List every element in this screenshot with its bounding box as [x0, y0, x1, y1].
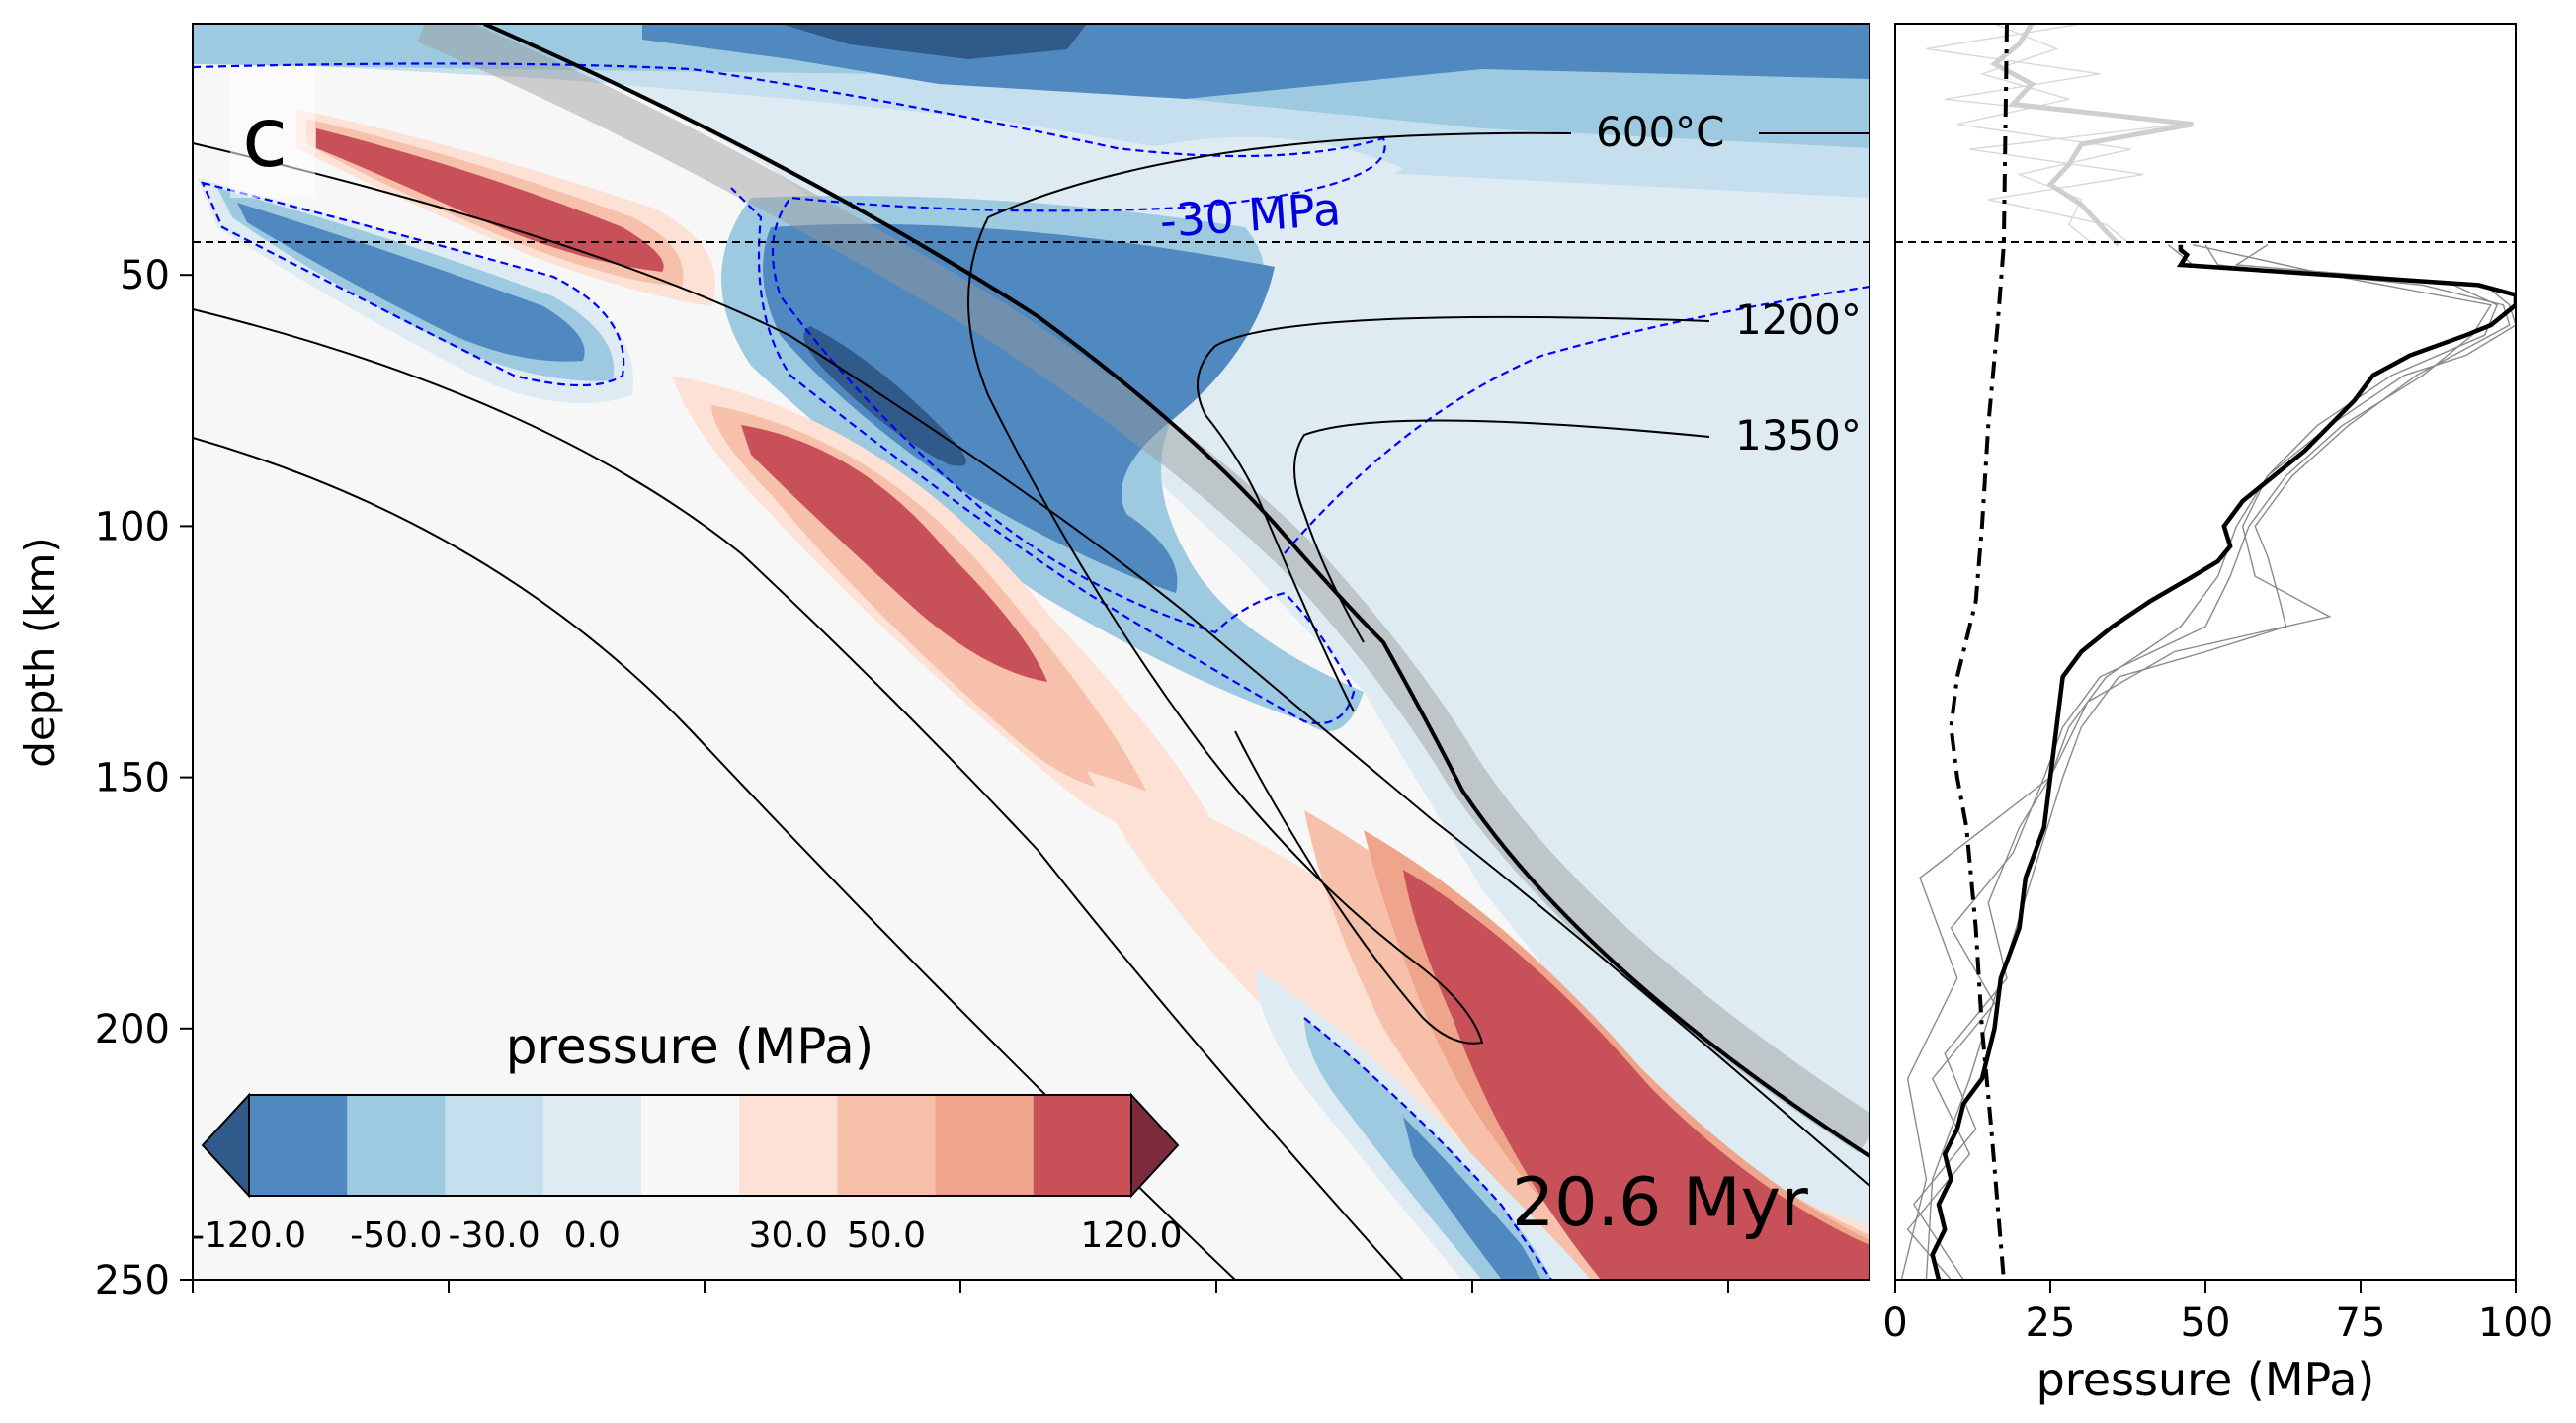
y-tick-label: 100 [95, 504, 170, 549]
colorbar-tick-label: 50.0 [847, 1215, 926, 1256]
colorbar-title: pressure (MPa) [506, 1018, 874, 1075]
panel-letter-box [230, 67, 315, 198]
slab-mid-positive-2 [741, 425, 1047, 682]
profile-series-thin-gray [1912, 244, 2499, 1280]
colorbar-ticks: -120.0 -50.0 -30.0 0.0 30.0 50.0 120.0 [192, 1215, 1183, 1256]
colorbar: pressure (MPa) -120.0 -50.0 -30.0 0.0 30.0 50… [192, 1018, 1183, 1256]
colorbar-cell [445, 1095, 544, 1196]
profile-series-bold [1930, 244, 2516, 1280]
left-axes-frame [192, 23, 1870, 1281]
y-tick-label: 150 [95, 756, 170, 801]
profile-series-thin-light [1926, 24, 2181, 246]
wedge-field-light [514, 24, 1870, 1280]
colorbar-cell [739, 1095, 838, 1196]
colorbar-cell [1033, 1095, 1132, 1196]
colorbar-cell [542, 1095, 642, 1196]
x-tick-label: 0 [1882, 1300, 1907, 1346]
profile-series-light-bold [1990, 24, 2194, 247]
colorbar-cell [837, 1095, 937, 1196]
profile-series-dash-dot [1949, 24, 2009, 1280]
pressure-profile-panel: 0 25 50 75 100 pressure (MPa) [1882, 23, 2553, 1406]
left-x-ticks [192, 1280, 1729, 1293]
pressure-field: 20.6 Myr [193, 24, 1870, 1280]
isotherm-label-600: 600°C [1596, 108, 1725, 156]
colorbar-tick-label: 0.0 [564, 1215, 621, 1256]
profile-lines [1900, 24, 2516, 1280]
isotherm-label-1350: 1350° [1735, 411, 1862, 460]
colorbar-tick-label: 120.0 [1080, 1215, 1182, 1256]
y-axis-label: depth (km) [16, 537, 64, 768]
x-axis-label: pressure (MPa) [2036, 1353, 2375, 1406]
panel-letter: c [242, 89, 288, 186]
x-tick-label: 100 [2478, 1300, 2553, 1346]
isotherm-label-1200: 1200° [1735, 295, 1862, 344]
colorbar-cell [935, 1095, 1035, 1196]
colorbar-cell [249, 1095, 348, 1196]
colorbar-tick-label: -30.0 [448, 1215, 540, 1256]
colorbar-tick-label: 30.0 [749, 1215, 828, 1256]
colorbar-frame [248, 1094, 1132, 1197]
shear-zone-band [417, 24, 1870, 1153]
shallow-band-3 [781, 24, 1087, 59]
y-tick-label: 250 [95, 1258, 170, 1303]
cross-section-panel: 20.6 Myr -30 MPa 600°C 1200° 1350° c pre… [16, 23, 1870, 1303]
y-tick-label: 50 [120, 253, 170, 298]
slab-top-positive-2 [316, 128, 664, 272]
minus30-contours [193, 62, 1870, 1280]
x-tick-label: 50 [2181, 1300, 2231, 1346]
deep-positive-3 [1403, 870, 1870, 1280]
profile-series-thin-light [1956, 24, 2131, 246]
wedge-negative-lobe-1 [763, 223, 1275, 594]
wedge-light-spot [1146, 136, 1403, 194]
profile-series-thin-gray [1906, 244, 2493, 1280]
x-tick-label: 25 [2026, 1300, 2076, 1346]
y-tick-label: 200 [95, 1007, 170, 1052]
colorbar-tick-label: -120.0 [192, 1215, 306, 1256]
colorbar-cells [249, 1095, 1132, 1196]
x-tick-label: 75 [2336, 1300, 2386, 1346]
wedge-negative-core [803, 326, 966, 466]
contour-label: -30 MPa [1158, 182, 1343, 248]
colorbar-cell [347, 1095, 446, 1196]
wedge-isotherms [967, 131, 1870, 1045]
right-x-ticks: 0 25 50 75 100 [1882, 1280, 2553, 1346]
colorbar-cell [640, 1095, 740, 1196]
left-y-ticks: 50 100 150 200 250 [95, 253, 193, 1303]
deep-negative-2 [1403, 1117, 1541, 1280]
slab-top-bold-curve [483, 24, 1870, 1158]
time-label: 20.6 Myr [1512, 1164, 1808, 1242]
colorbar-tick-label: -50.0 [350, 1215, 442, 1256]
